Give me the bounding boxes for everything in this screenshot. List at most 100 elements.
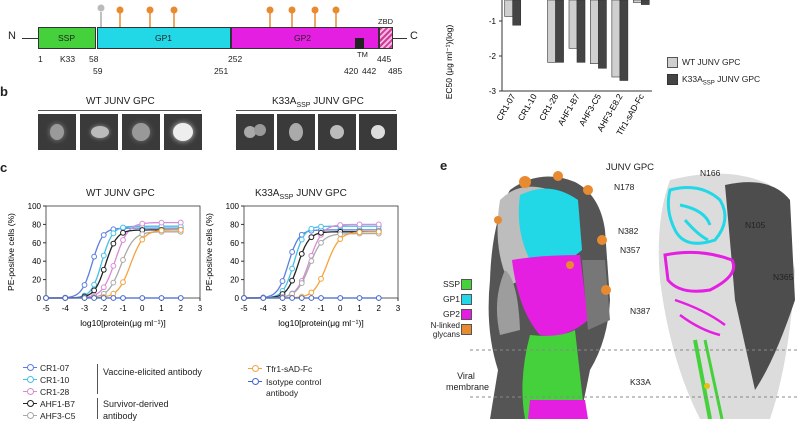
legend-point-swatch xyxy=(27,388,34,395)
key-swatch-gp1 xyxy=(461,294,472,305)
key-swatch-glycans xyxy=(461,324,472,335)
key-label-gp2: GP2 xyxy=(443,309,461,319)
curve-xtick-label: 2 xyxy=(377,304,382,313)
panel-b-mut-title: K33ASSP JUNV GPC xyxy=(272,96,364,109)
pos-485: 485 xyxy=(388,66,403,76)
glycan-pin xyxy=(170,6,178,27)
zbd-domain xyxy=(379,27,393,49)
curve-point xyxy=(337,222,344,228)
legend-label: Isotype control antibody xyxy=(266,377,322,398)
curve-ytick-label: 40 xyxy=(230,257,239,266)
curve-title-mut: K33ASSP JUNV GPC xyxy=(255,188,347,201)
legend-label: AHF3-C5 xyxy=(40,411,76,421)
curve-point xyxy=(120,279,126,286)
residue-n357: N357 xyxy=(620,245,641,255)
curve-point xyxy=(91,253,98,260)
curve-point xyxy=(318,229,324,236)
curve-point xyxy=(289,265,296,272)
gp2-domain: GP2 xyxy=(231,27,379,49)
em-class-image xyxy=(359,114,397,150)
key-label-gp1: GP1 xyxy=(443,294,461,304)
curve-line xyxy=(244,231,379,299)
curve-point xyxy=(279,278,286,284)
glycan-pin xyxy=(288,6,296,27)
surface-model xyxy=(488,171,611,419)
pos-251: 251 xyxy=(214,66,229,76)
legend-bracket-survivor xyxy=(97,398,98,419)
ec50-ytick-label: -1 xyxy=(489,17,497,26)
curve-point xyxy=(308,289,315,296)
curve-ylabel: PE-positive cells (%) xyxy=(6,213,16,291)
legend-point-swatch xyxy=(27,400,34,407)
curve-point xyxy=(81,295,88,301)
curve-point xyxy=(298,236,305,243)
curve-xtick-label: 1 xyxy=(159,304,164,313)
panel-b-letter: b xyxy=(0,84,8,99)
ec50-bar xyxy=(611,0,621,78)
curve-xtick-label: -5 xyxy=(240,304,248,313)
curve-point xyxy=(158,227,165,234)
legend-group-survivor: Survivor-derived antibody xyxy=(103,399,169,421)
curve-xtick-label: 1 xyxy=(357,304,362,313)
curve-ytick-label: 80 xyxy=(230,220,239,229)
curve-ylabel: PE-positive cells (%) xyxy=(204,213,214,291)
curve-xtick-label: -4 xyxy=(62,304,70,313)
legend-point-swatch xyxy=(27,412,34,419)
ec50-bar xyxy=(568,0,578,49)
legend-label: Tfr1-sAD-Fc xyxy=(266,364,313,374)
curve-point xyxy=(356,229,363,236)
em-class-image xyxy=(164,114,202,150)
residue-n105: N105 xyxy=(745,220,766,230)
ec50-bar xyxy=(576,0,586,63)
residue-n365: N365 xyxy=(773,272,794,282)
curve-point xyxy=(177,295,184,301)
em-class-image xyxy=(277,114,315,150)
curve-line xyxy=(46,225,181,299)
curve-point xyxy=(289,249,296,255)
pos-1: 1 xyxy=(38,54,43,64)
curve-line xyxy=(244,231,379,299)
ec50-category-label: CR1-10 xyxy=(516,92,539,123)
curve-point xyxy=(318,295,324,301)
ec50-bar xyxy=(598,0,607,69)
curve-point xyxy=(120,237,126,243)
curve-point xyxy=(110,230,117,237)
ec50-bar xyxy=(590,0,599,65)
curve-ytick-label: 0 xyxy=(37,294,42,303)
curve-point xyxy=(337,231,344,238)
legend-point-swatch xyxy=(252,378,259,385)
zbd-label: ZBD xyxy=(378,17,393,26)
curve-point xyxy=(110,295,117,301)
ec50-category-label: CR1-28 xyxy=(537,92,560,123)
cartoon-model xyxy=(658,173,795,419)
legend-swatch-mut xyxy=(667,74,678,85)
curve-ytick-label: 100 xyxy=(226,202,240,211)
curve-xtick-label: 2 xyxy=(179,304,184,313)
curve-xtick-label: -4 xyxy=(260,304,268,313)
curve-point xyxy=(100,266,107,273)
n-terminus-label: N xyxy=(8,30,16,42)
curve-ytick-label: 20 xyxy=(32,276,41,285)
em-class-image xyxy=(318,114,356,150)
ec50-bar xyxy=(555,0,564,63)
ec50-axis: -1 -2 -3 xyxy=(489,0,652,96)
glycan-pin xyxy=(146,6,154,27)
legend-label-wt: WT JUNV GPC xyxy=(682,57,741,67)
curve-xtick-label: -1 xyxy=(317,304,325,313)
curve-point xyxy=(139,220,146,227)
ec50-category-label: CR1-07 xyxy=(494,92,517,123)
key-label-ssp: SSP xyxy=(443,279,461,289)
curve-point xyxy=(298,250,305,257)
glycan-pin xyxy=(266,6,274,27)
curve-point xyxy=(100,252,107,259)
glycan-pin xyxy=(116,6,124,27)
curve-point xyxy=(289,295,296,301)
curve-xtick-label: -3 xyxy=(279,304,287,313)
curve-ytick-label: 60 xyxy=(32,239,41,248)
ssp-domain-label: SSP xyxy=(58,33,76,43)
curve-point xyxy=(110,279,117,286)
curve-ytick-label: 0 xyxy=(235,294,240,303)
key-swatch-gp2 xyxy=(461,309,472,320)
curve-xtick-label: -2 xyxy=(298,304,306,313)
curve-point xyxy=(120,224,126,231)
